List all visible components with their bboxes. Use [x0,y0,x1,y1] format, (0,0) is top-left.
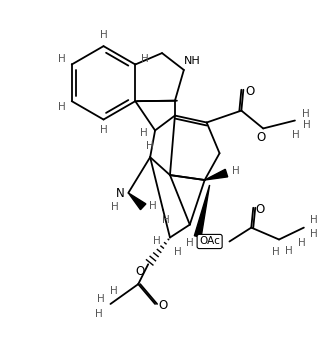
Text: H: H [302,109,310,119]
Text: H: H [162,215,170,225]
Text: H: H [110,286,117,296]
Text: H: H [95,309,103,319]
Text: H: H [58,102,66,112]
Text: O: O [256,203,265,216]
Text: H: H [174,248,182,257]
Text: H: H [58,53,66,64]
Text: H: H [186,238,194,249]
Text: O: O [135,265,145,278]
Text: H: H [285,246,293,256]
Text: H: H [231,166,239,176]
Text: H: H [292,130,300,140]
Text: H: H [141,53,149,64]
Text: H: H [310,229,318,238]
Polygon shape [128,193,146,210]
Text: H: H [303,121,311,130]
Text: H: H [146,141,154,151]
Text: H: H [100,30,108,40]
Polygon shape [194,185,209,237]
Text: H: H [111,202,118,212]
Text: H: H [310,215,318,225]
Text: O: O [246,85,255,98]
Text: H: H [153,236,161,245]
Text: H: H [298,238,306,249]
Text: O: O [158,299,168,313]
Text: OAc: OAc [199,236,220,246]
Text: NH: NH [183,56,200,66]
Polygon shape [205,169,228,180]
Text: O: O [257,131,266,144]
Text: N: N [116,187,125,200]
Text: H: H [97,294,105,304]
Text: H: H [272,248,280,257]
Text: OAc: OAc [199,236,220,246]
Text: H: H [140,129,148,138]
Text: H: H [100,126,108,135]
Text: H: H [149,201,157,211]
